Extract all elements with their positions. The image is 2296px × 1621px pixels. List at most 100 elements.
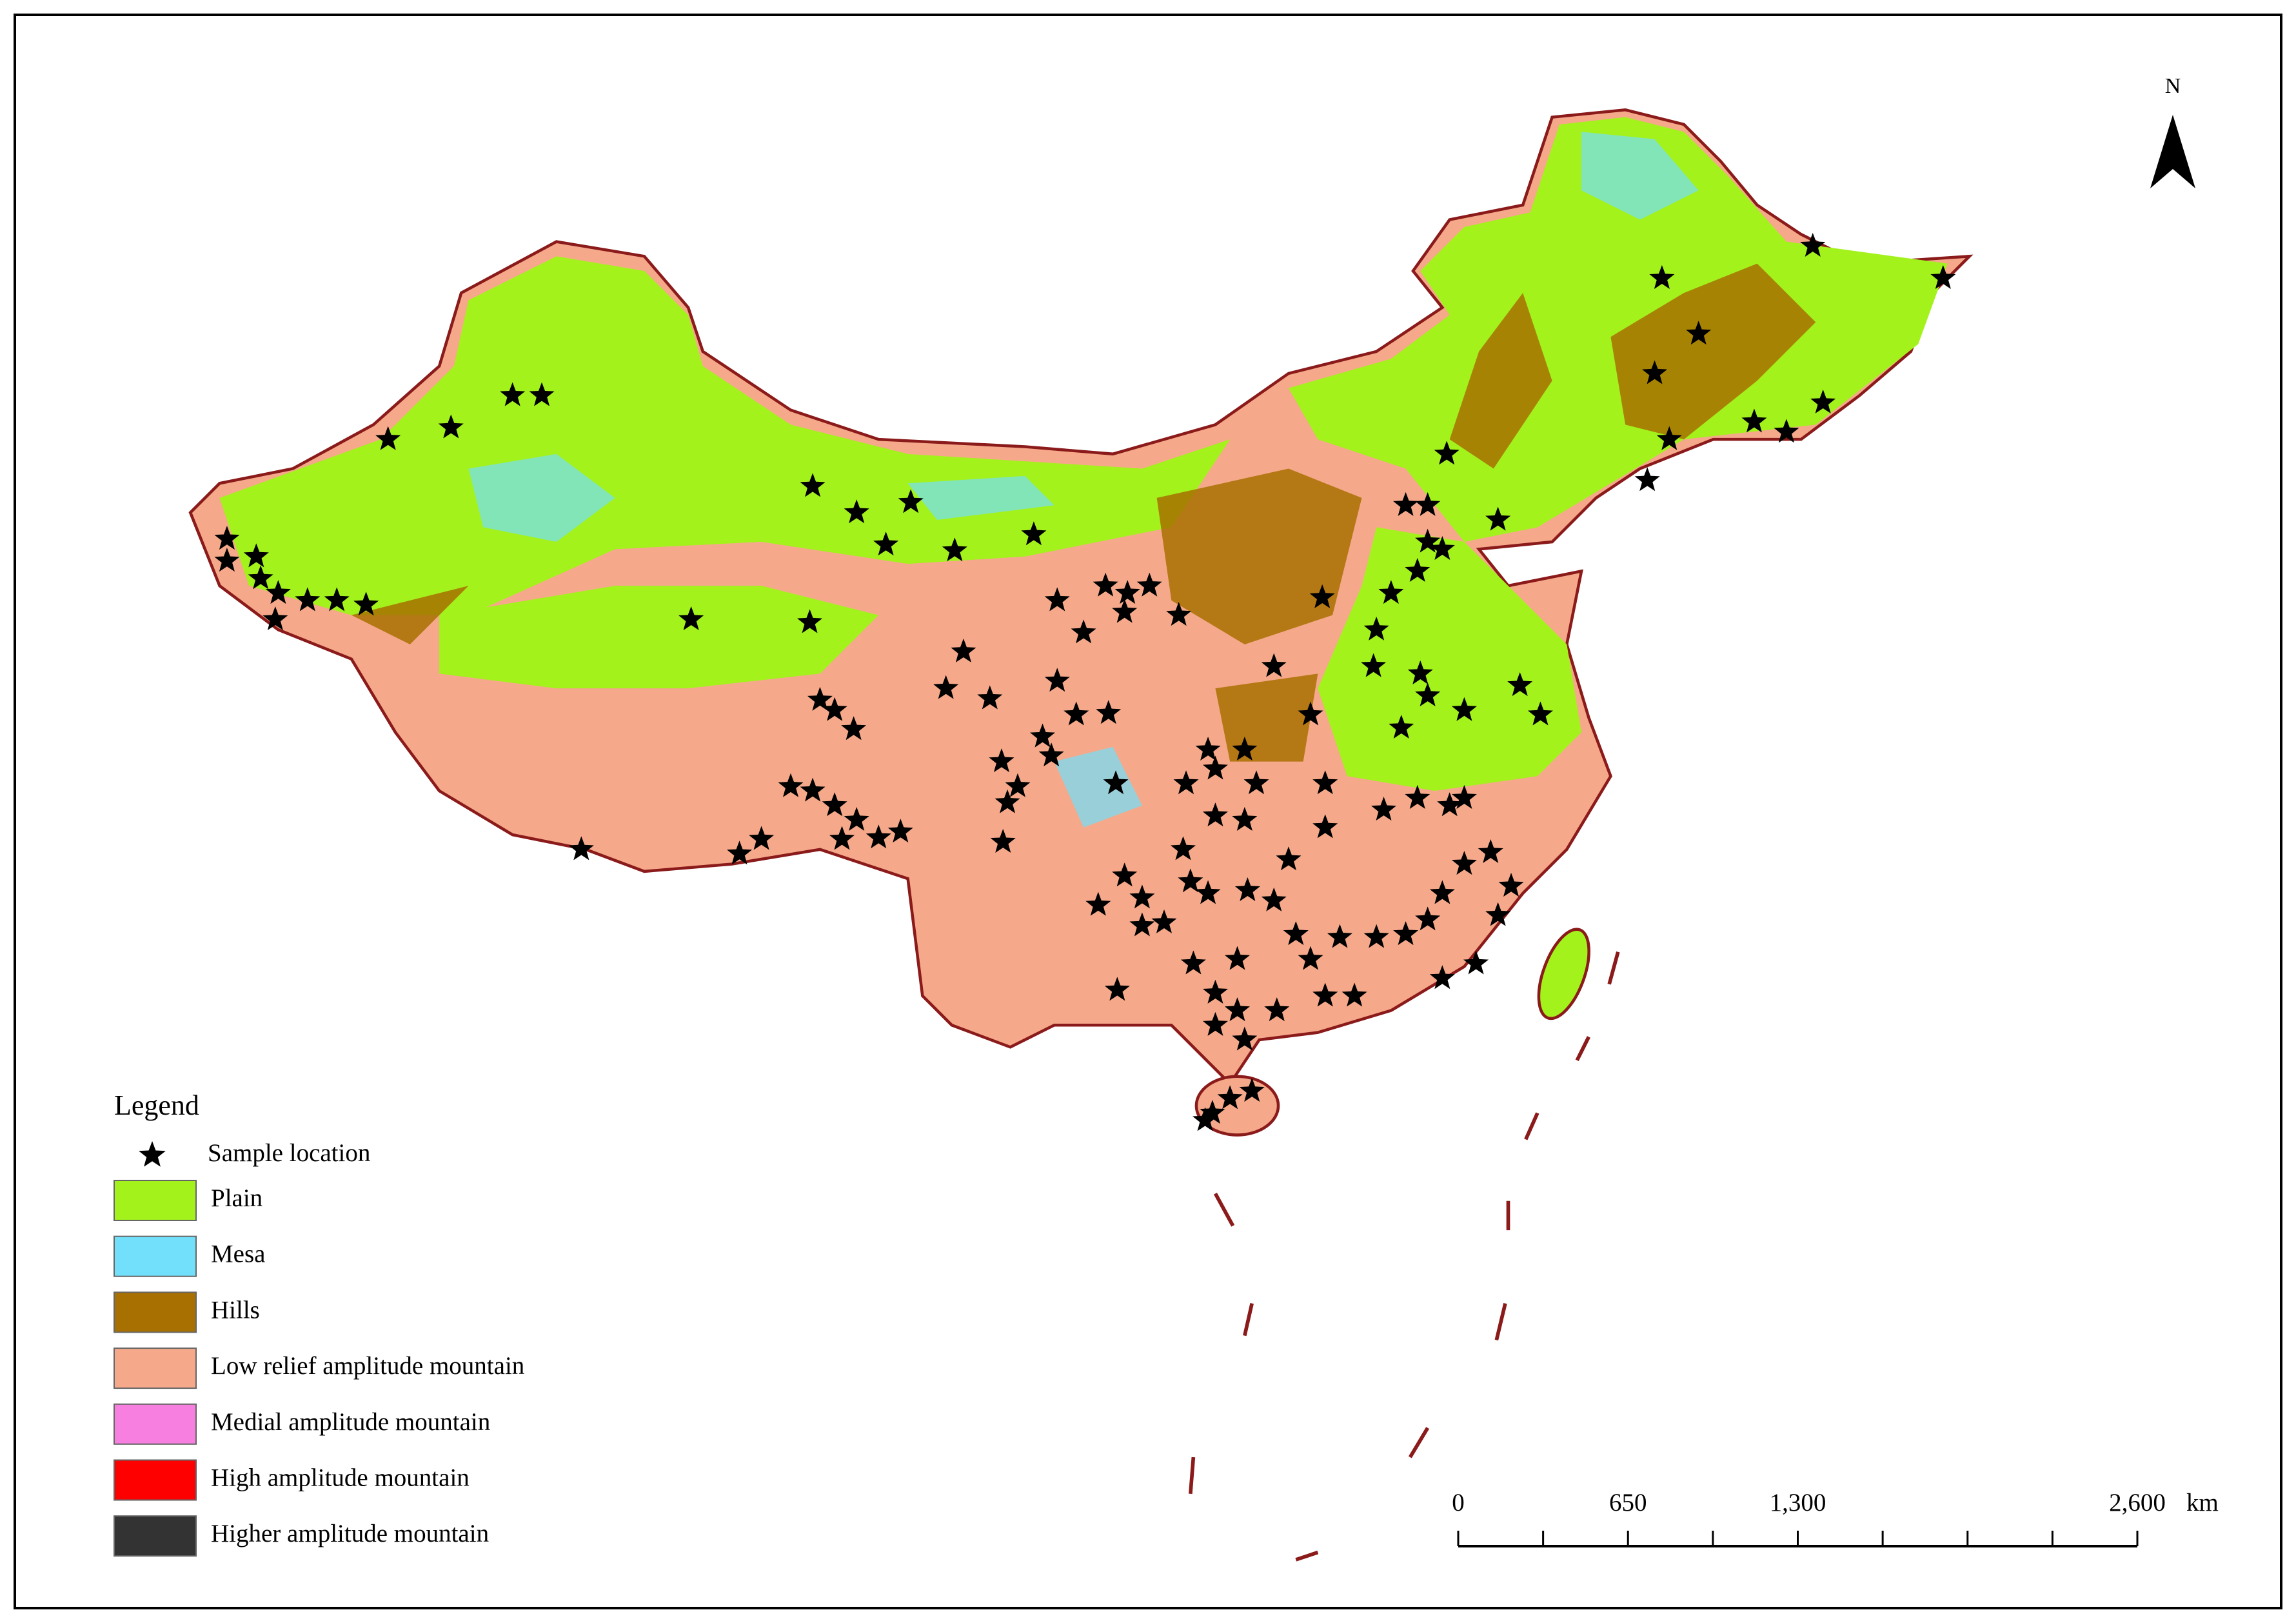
sample-star [1405,784,1430,809]
sample-star [1112,599,1138,623]
sample-star [800,777,826,802]
sample-star [529,382,555,406]
sample-star [1429,965,1455,990]
sample-star [1276,846,1301,871]
sample-star [1096,700,1122,724]
scale-label: 2,600 [2109,1489,2166,1517]
sample-star [265,580,291,604]
legend-label: Low relief amplitude mountain [211,1352,524,1380]
sample-star [1309,584,1335,608]
sample-star [1415,528,1441,553]
sample-star [1044,668,1070,692]
sample-star [353,592,379,616]
sample-star [1405,558,1430,582]
sample-star [841,716,867,741]
sample-star [800,473,826,497]
legend-label: Medial amplitude mountain [211,1408,490,1436]
sample-star [1451,851,1477,875]
sample-star [1642,360,1668,384]
sample-star [1044,587,1070,612]
sample-star [995,789,1020,813]
sample-star [989,748,1014,773]
legend-label: Sample location [208,1139,370,1167]
sample-star [977,685,1003,710]
sample-star [866,824,891,849]
sample-star [1195,880,1221,904]
sample-star [1283,921,1309,946]
sample-star [1810,389,1836,413]
sample-star [1393,492,1419,516]
legend-label: Mesa [211,1240,265,1268]
sample-star [1202,755,1228,780]
sample-star [1136,572,1162,597]
sample-star [1103,770,1129,795]
sample-star [1485,902,1511,926]
legend-label: Plain [211,1184,262,1212]
sample-star [1378,580,1404,604]
sample-star [778,773,804,797]
sample-star [1200,1100,1225,1124]
sea-boundary [1189,951,1620,1562]
sample-star [1437,792,1463,817]
sample-star [942,537,967,562]
sample-star [1312,814,1338,839]
north-arrow: N [2150,74,2195,188]
sample-star [1093,572,1118,597]
legend-star [139,1141,166,1167]
sample-star [1298,701,1323,726]
sample-star [1363,616,1389,641]
sample-star [933,675,959,699]
legend-title: Legend [114,1089,199,1121]
sample-star [1178,868,1203,893]
sample-star [1029,723,1056,748]
sample-star [844,806,869,831]
sample-star [1361,653,1387,677]
sample-star [1341,982,1367,1007]
sample-star [1649,264,1675,289]
legend-label: High amplitude mountain [211,1464,470,1491]
sample-star [438,414,464,439]
legend-swatch [114,1459,197,1501]
sample-star [822,792,847,817]
sample-star [1180,950,1206,975]
arrow-left [2150,115,2173,188]
sample-star [1038,742,1064,767]
scale-label: 0 [1452,1489,1465,1517]
sample-star [1104,977,1130,1001]
arrow-right [2173,115,2195,188]
sample-star [1239,1078,1265,1102]
sample-star [1774,419,1799,443]
sample-star [1202,802,1228,827]
sample-star [1021,521,1047,546]
legend-swatch [114,1291,197,1333]
sample-star [500,382,526,406]
sample-star [1451,784,1477,809]
sample-star [1478,839,1503,863]
sample-star [1298,946,1323,970]
sample-star [829,826,855,850]
sample-star [243,543,269,568]
sample-star [568,836,594,860]
sample-star [1129,884,1155,909]
sample-star [1389,714,1414,739]
scale-label: 1,300 [1770,1489,1826,1517]
sample-star [1507,672,1533,697]
sample-star [1195,737,1221,761]
sample-star [951,638,976,662]
sample-star [1393,921,1419,946]
legend-swatch [114,1348,197,1389]
sample-star [1261,653,1287,677]
sample-star [1071,619,1096,644]
sample-star [1224,946,1251,970]
legend-swatch [114,1180,197,1221]
sample-star [887,819,913,843]
sample-star [1656,426,1682,450]
sample-star [1451,697,1477,721]
sample-star [1264,997,1290,1022]
sample-star [1434,441,1460,465]
legend-swatch [114,1515,197,1557]
sample-star [1930,264,1956,289]
sample-star [1429,535,1455,560]
sample-star [1202,979,1228,1004]
